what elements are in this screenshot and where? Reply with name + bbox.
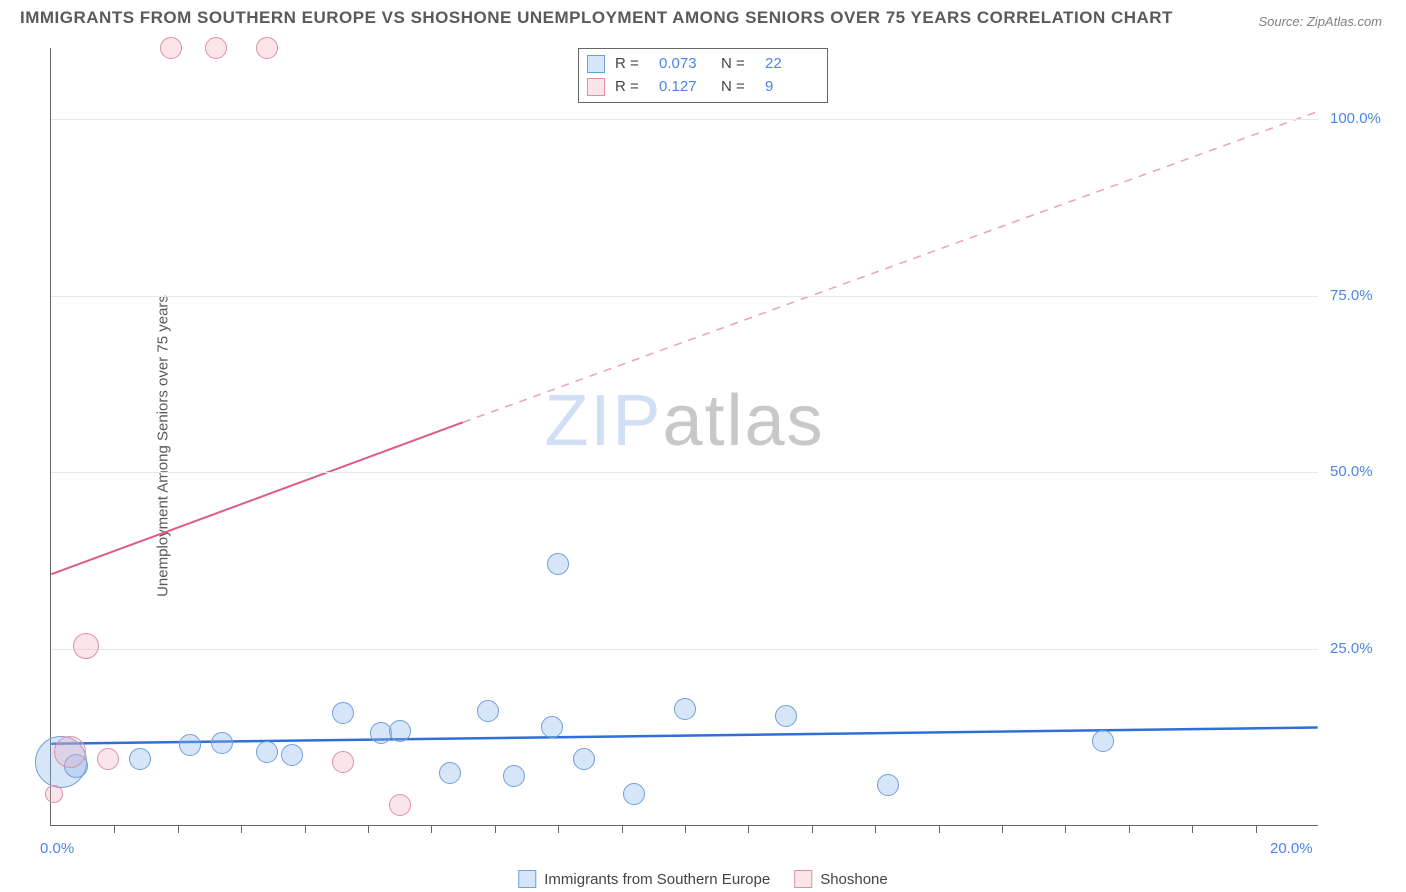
swatch-blue-icon — [587, 55, 605, 73]
source-credit: Source: ZipAtlas.com — [1258, 14, 1382, 29]
data-point — [160, 37, 182, 59]
data-point — [97, 748, 119, 770]
legend-label-blue: Immigrants from Southern Europe — [544, 871, 770, 888]
data-point — [1092, 730, 1114, 752]
data-point — [256, 37, 278, 59]
data-point — [211, 732, 233, 754]
legend-item-pink: Shoshone — [794, 870, 888, 888]
data-point — [54, 736, 86, 768]
data-point — [503, 765, 525, 787]
gridline — [51, 296, 1318, 297]
r-value-pink: 0.127 — [659, 76, 711, 99]
x-tick-mark — [1129, 825, 1130, 833]
x-tick-mark — [685, 825, 686, 833]
x-tick-mark — [748, 825, 749, 833]
data-point — [389, 720, 411, 742]
x-tick-mark — [495, 825, 496, 833]
data-point — [281, 744, 303, 766]
y-tick-label: 50.0% — [1330, 463, 1373, 480]
x-tick-mark — [1192, 825, 1193, 833]
n-label: N = — [721, 53, 755, 76]
data-point — [439, 762, 461, 784]
x-tick-mark — [1065, 825, 1066, 833]
stats-row-pink: R = 0.127 N = 9 — [587, 76, 817, 99]
data-point — [573, 748, 595, 770]
legend-label-pink: Shoshone — [820, 871, 888, 888]
data-point — [45, 785, 63, 803]
x-tick-mark — [368, 825, 369, 833]
trend-line — [463, 112, 1318, 423]
r-label: R = — [615, 76, 649, 99]
legend-item-blue: Immigrants from Southern Europe — [518, 870, 770, 888]
stats-row-blue: R = 0.073 N = 22 — [587, 53, 817, 76]
x-tick-mark — [1002, 825, 1003, 833]
watermark-atlas: atlas — [662, 381, 824, 461]
x-tick-mark — [622, 825, 623, 833]
data-point — [256, 741, 278, 763]
y-tick-label: 75.0% — [1330, 287, 1373, 304]
swatch-pink-icon — [587, 78, 605, 96]
n-label: N = — [721, 76, 755, 99]
gridline — [51, 472, 1318, 473]
data-point — [877, 774, 899, 796]
swatch-pink-icon — [794, 870, 812, 888]
swatch-blue-icon — [518, 870, 536, 888]
x-tick-mark — [875, 825, 876, 833]
gridline — [51, 119, 1318, 120]
y-tick-label: 25.0% — [1330, 640, 1373, 657]
data-point — [775, 705, 797, 727]
data-point — [623, 783, 645, 805]
trend-line — [51, 728, 1317, 744]
x-tick-mark — [939, 825, 940, 833]
data-point — [389, 794, 411, 816]
x-tick-label: 20.0% — [1270, 840, 1313, 857]
data-point — [541, 716, 563, 738]
gridline — [51, 649, 1318, 650]
chart-title: IMMIGRANTS FROM SOUTHERN EUROPE VS SHOSH… — [20, 8, 1173, 28]
data-point — [477, 700, 499, 722]
x-tick-mark — [1256, 825, 1257, 833]
data-point — [547, 553, 569, 575]
trend-line — [51, 422, 463, 574]
x-tick-mark — [558, 825, 559, 833]
watermark: ZIPatlas — [544, 380, 824, 462]
data-point — [332, 702, 354, 724]
data-point — [674, 698, 696, 720]
data-point — [332, 751, 354, 773]
x-tick-mark — [431, 825, 432, 833]
stats-legend: R = 0.073 N = 22 R = 0.127 N = 9 — [578, 48, 828, 103]
scatter-plot: ZIPatlas — [50, 48, 1318, 826]
x-tick-mark — [305, 825, 306, 833]
x-tick-mark — [178, 825, 179, 833]
data-point — [73, 633, 99, 659]
n-value-pink: 9 — [765, 76, 791, 99]
x-tick-mark — [812, 825, 813, 833]
r-label: R = — [615, 53, 649, 76]
data-point — [205, 37, 227, 59]
r-value-blue: 0.073 — [659, 53, 711, 76]
n-value-blue: 22 — [765, 53, 817, 76]
x-tick-label: 0.0% — [40, 840, 74, 857]
series-legend: Immigrants from Southern Europe Shoshone — [518, 870, 888, 888]
y-tick-label: 100.0% — [1330, 110, 1381, 127]
watermark-zip: ZIP — [544, 381, 662, 461]
data-point — [129, 748, 151, 770]
x-tick-mark — [114, 825, 115, 833]
x-tick-mark — [241, 825, 242, 833]
data-point — [179, 734, 201, 756]
